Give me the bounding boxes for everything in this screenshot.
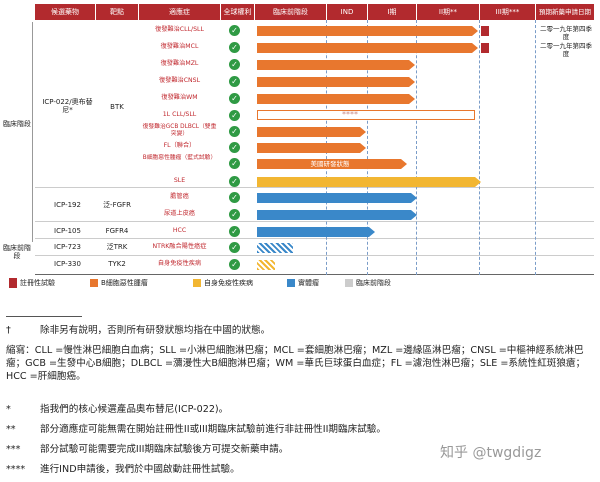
registration-flag-icon [481, 26, 489, 36]
legend-flag-icon [9, 278, 17, 288]
check-icon: ✓ [229, 142, 240, 153]
target-trk: 泛TRK [106, 243, 128, 251]
legend-gray-swatch [345, 279, 353, 287]
indication-autoimmune: 自身免疫性疾病 [157, 260, 202, 267]
stars-note: **** [342, 110, 358, 119]
footnote-2star: ** 部分適應症可能無需在開始註冊性II或III期臨床試驗前進行非註冊性II期臨床… [6, 424, 386, 435]
bar-sle [257, 177, 481, 187]
check-icon: ✓ [229, 158, 240, 169]
bar-gcb [257, 127, 366, 137]
check-icon: ✓ [229, 25, 240, 36]
header-rights: 全球權利 [221, 4, 254, 20]
header-ind: IND [327, 4, 367, 20]
header-phase1: I期 [368, 4, 416, 20]
indication-1l-cll: 1L CLL/SLL [162, 111, 197, 118]
legend-orange-swatch [90, 279, 98, 287]
bar-cnsl [257, 77, 415, 87]
drug-icp-105: ICP-105 [54, 227, 81, 235]
bar-fl [257, 143, 366, 153]
check-icon: ✓ [229, 192, 240, 203]
bar-mcl [257, 43, 478, 53]
header-indication: 適應症 [139, 4, 220, 20]
header-phase2: II期** [417, 4, 479, 20]
us-trial-label: 美國研發狀態 [310, 160, 350, 168]
footnote-star: * 指我們的核心候選產品奧布替尼(ICP-022)。 [6, 404, 229, 415]
indication-ntrk: NTRK融合陽性癌症 [152, 243, 207, 250]
legend-yellow-swatch [193, 279, 201, 287]
legend-solid: 實體瘤 [298, 279, 319, 287]
check-icon: ✓ [229, 42, 240, 53]
target-fgfr: 泛-FGFR [103, 201, 131, 209]
drug-icp-022: ICP-022/奧布替尼* [42, 98, 93, 114]
check-icon: ✓ [229, 110, 240, 121]
bar-hcc [257, 227, 375, 237]
target-tyk2: TYK2 [108, 260, 126, 268]
check-icon: ✓ [229, 76, 240, 87]
legend-autoimmune: 自身免疫性疾病 [204, 279, 253, 287]
indication-mcl: 復發難治MCL [160, 43, 199, 50]
footnote-dagger: † 除非另有說明，否則所有研發狀態均指在中國的狀態。 [6, 325, 271, 336]
indication-hcc: HCC [172, 227, 187, 234]
header-nda-date: 預期新藥申請日期 [536, 4, 594, 20]
indication-gcb-dlbcl: 復發難治GCB DLBCL（雙重突變） [142, 124, 217, 137]
target-btk: BTK [110, 103, 124, 111]
bar-wm [257, 94, 415, 104]
footnote-4star: **** 進行IND申請後，我們於中國啟動註冊性試驗。 [6, 464, 240, 475]
target-fgfr4: FGFR4 [105, 227, 129, 235]
header-drug: 候選藥物 [35, 4, 95, 20]
group-clinical: 臨床階段 [3, 120, 31, 128]
indication-cll-sll: 復發難治CLL/SLL [155, 26, 204, 33]
check-icon: ✓ [229, 209, 240, 220]
indication-cnsl: 復發難治CNSL [158, 77, 201, 84]
group-preclinical: 臨床前階段 [3, 244, 31, 260]
bar-mzl [257, 60, 415, 70]
indication-mzl: 復發難治MZL [160, 60, 199, 67]
bar-cholangio [257, 193, 417, 203]
bar-1l-cll [257, 110, 475, 120]
bar-b-cell [257, 159, 407, 169]
check-icon: ✓ [229, 176, 240, 187]
header-preclinical: 臨床前階段 [255, 4, 326, 20]
check-icon: ✓ [229, 242, 240, 253]
footnote-abbreviations: 縮寫：CLL =慢性淋巴細胞白血病；SLL =小淋巴細胞淋巴瘤；MCL =套細胞… [6, 345, 586, 382]
indication-wm: 復發難治WM [161, 94, 198, 101]
indication-sle: SLE [173, 177, 186, 184]
legend-preclinical: 臨床前階段 [356, 279, 391, 287]
check-icon: ✓ [229, 226, 240, 237]
header-phase3: III期*** [480, 4, 535, 20]
check-icon: ✓ [229, 93, 240, 104]
check-icon: ✓ [229, 259, 240, 270]
legend-blue-swatch [287, 279, 295, 287]
registration-flag-icon [481, 43, 489, 53]
indication-b-cell: B細胞惡性腫瘤（藍式試驗） [142, 155, 217, 161]
indication-cholangio: 膽管癌 [170, 193, 189, 200]
indication-fl: FL（聯合） [163, 142, 196, 149]
drug-icp-330: ICP-330 [54, 260, 81, 268]
indication-urothelial: 尿道上皮癌 [164, 210, 195, 217]
bar-cll-sll [257, 26, 478, 36]
bar-autoimmune-preclinical [257, 260, 275, 270]
watermark: 知乎 @twgdigz [440, 445, 542, 461]
footnote-3star: *** 部分試驗可能需要完成III期臨床試驗後方可提交新藥申請。 [6, 444, 289, 455]
bar-urothelial [257, 210, 417, 220]
check-icon: ✓ [229, 59, 240, 70]
drug-icp-723: ICP-723 [54, 243, 81, 251]
drug-icp-192: ICP-192 [54, 201, 81, 209]
header-target: 靶點 [96, 4, 138, 20]
bar-ntrk [257, 243, 293, 253]
check-icon: ✓ [229, 126, 240, 137]
legend-registration: 註冊性試驗 [20, 279, 55, 287]
nda-date-1: 二零一九年第四季度 [540, 25, 592, 41]
nda-date-2: 二零一九年第四季度 [540, 42, 592, 58]
legend-b-cell: B細胞惡性腫瘤 [101, 279, 148, 287]
